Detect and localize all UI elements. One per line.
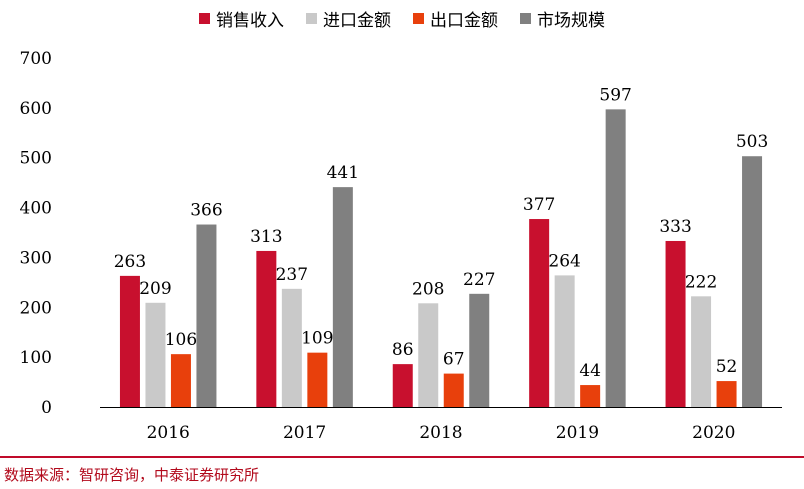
bar-2019-series-1 [554, 275, 575, 407]
data-label-2018-series-0: 86 [392, 340, 414, 360]
data-label-2020-series-1: 222 [685, 272, 717, 292]
data-label-2020-series-0: 333 [659, 217, 691, 237]
x-tick-label-2020: 2020 [692, 423, 735, 443]
bar-2020-series-1 [691, 296, 712, 407]
data-label-2019-series-1: 264 [548, 251, 580, 271]
data-label-2019-series-2: 44 [579, 361, 601, 381]
data-label-2018-series-1: 208 [412, 279, 444, 299]
x-tick-label-2017: 2017 [283, 423, 326, 443]
bar-2016-series-3 [196, 224, 217, 407]
bar-2016-series-0 [119, 275, 140, 407]
bar-2017-series-1 [281, 288, 302, 407]
bar-2020-series-3 [742, 156, 763, 407]
legend-label-export: 出口金额 [430, 10, 498, 31]
legend-item-market: 市场规模 [520, 6, 605, 31]
data-label-2016-series-3: 366 [190, 201, 222, 221]
data-label-2019-series-3: 597 [599, 85, 631, 105]
legend-swatch-sales [199, 12, 210, 24]
bar-2018-series-3 [469, 293, 490, 407]
bar-2018-series-1 [418, 303, 439, 407]
x-tick-label-2016: 2016 [147, 423, 190, 443]
legend-item-sales: 销售收入 [199, 6, 284, 31]
bar-2017-series-2 [307, 352, 328, 407]
source-divider [0, 456, 804, 458]
data-label-2016-series-2: 106 [165, 330, 197, 350]
data-label-2020-series-2: 52 [716, 357, 738, 377]
bar-2018-series-2 [443, 373, 464, 407]
data-label-2018-series-2: 67 [443, 350, 465, 370]
y-tick-label-400: 400 [20, 199, 52, 219]
y-tick-label-200: 200 [20, 298, 52, 318]
legend-label-market: 市场规模 [537, 10, 605, 31]
bar-2016-series-1 [145, 302, 166, 407]
y-tick-label-100: 100 [20, 348, 52, 368]
bar-2019-series-2 [580, 385, 601, 407]
legend-swatch-export [413, 12, 424, 24]
legend-swatch-import [306, 12, 317, 24]
y-tick-label-700: 700 [20, 49, 52, 69]
bar-2018-series-0 [392, 364, 413, 407]
data-label-2019-series-0: 377 [523, 195, 555, 215]
data-label-2017-series-1: 237 [276, 265, 308, 285]
y-tick-label-300: 300 [20, 248, 52, 268]
legend-item-import: 进口金额 [306, 6, 391, 31]
bar-2016-series-2 [170, 354, 191, 407]
bar-2020-series-2 [716, 381, 737, 407]
data-label-2020-series-3: 503 [736, 132, 768, 152]
x-tick-label-2018: 2018 [419, 423, 462, 443]
source-note: 数据来源：智研咨询，中泰证券研究所 [4, 466, 260, 484]
bar-2020-series-0 [665, 240, 686, 407]
x-tick-label-2019: 2019 [556, 423, 599, 443]
data-label-2016-series-0: 263 [114, 252, 146, 272]
data-label-2017-series-3: 441 [327, 163, 359, 183]
data-label-2016-series-1: 209 [139, 279, 171, 299]
legend-item-export: 出口金额 [413, 6, 498, 31]
bar-2017-series-0 [256, 250, 277, 407]
y-tick-label-500: 500 [20, 149, 52, 169]
bar-2017-series-3 [332, 187, 353, 407]
legend-label-import: 进口金额 [323, 10, 391, 31]
data-label-2018-series-3: 227 [463, 270, 495, 290]
legend-swatch-market [520, 12, 531, 24]
data-label-2017-series-2: 109 [301, 329, 333, 349]
data-label-2017-series-0: 313 [250, 227, 282, 247]
y-tick-label-0: 0 [41, 398, 52, 418]
legend: 销售收入 进口金额 出口金额 市场规模 [0, 5, 804, 31]
bar-2019-series-0 [529, 219, 550, 407]
bar-2019-series-3 [605, 109, 626, 408]
legend-label-sales: 销售收入 [216, 10, 284, 31]
y-tick-label-600: 600 [20, 99, 52, 119]
